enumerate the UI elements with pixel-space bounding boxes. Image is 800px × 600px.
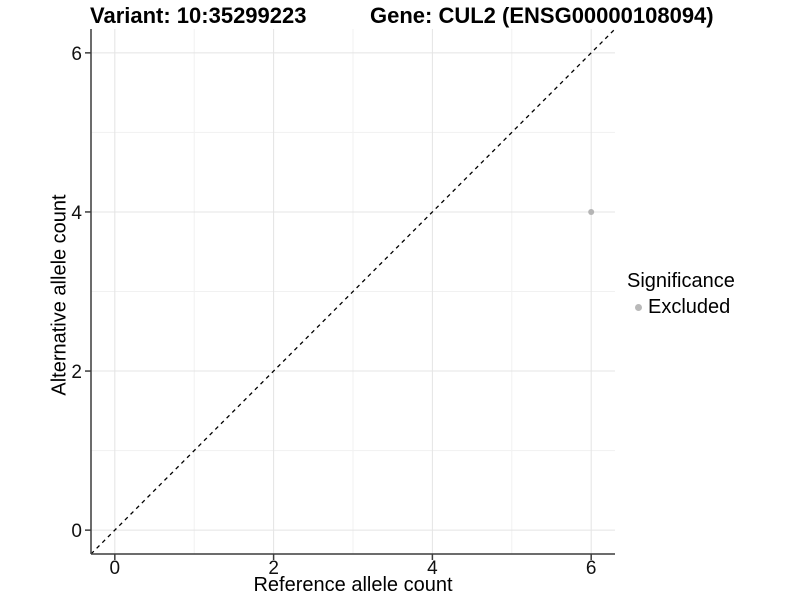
x-tick-label: 4: [427, 558, 438, 579]
legend: Significance Excluded: [627, 270, 735, 319]
identity-reference-line: [90, 28, 616, 555]
y-tick-label: 4: [71, 203, 82, 224]
excluded-point-icon: [635, 304, 642, 311]
x-tick-label: 0: [110, 558, 121, 579]
y-tick-label: 6: [71, 44, 82, 65]
y-axis-title: Alternative allele count: [48, 194, 71, 396]
x-axis-title: Reference allele count: [253, 574, 453, 596]
legend-item-excluded: Excluded: [635, 296, 735, 319]
data-point: [588, 208, 595, 215]
x-tick-label: 2: [268, 558, 279, 579]
variant-title: Variant: 10:35299223: [90, 3, 307, 28]
y-tick-label: 0: [71, 521, 82, 542]
legend-title: Significance: [627, 270, 735, 292]
x-tick-label: 6: [586, 558, 597, 579]
y-tick-label: 2: [71, 362, 82, 383]
gene-title: Gene: CUL2 (ENSG00000108094): [370, 3, 714, 28]
legend-item-label: Excluded: [648, 296, 731, 318]
